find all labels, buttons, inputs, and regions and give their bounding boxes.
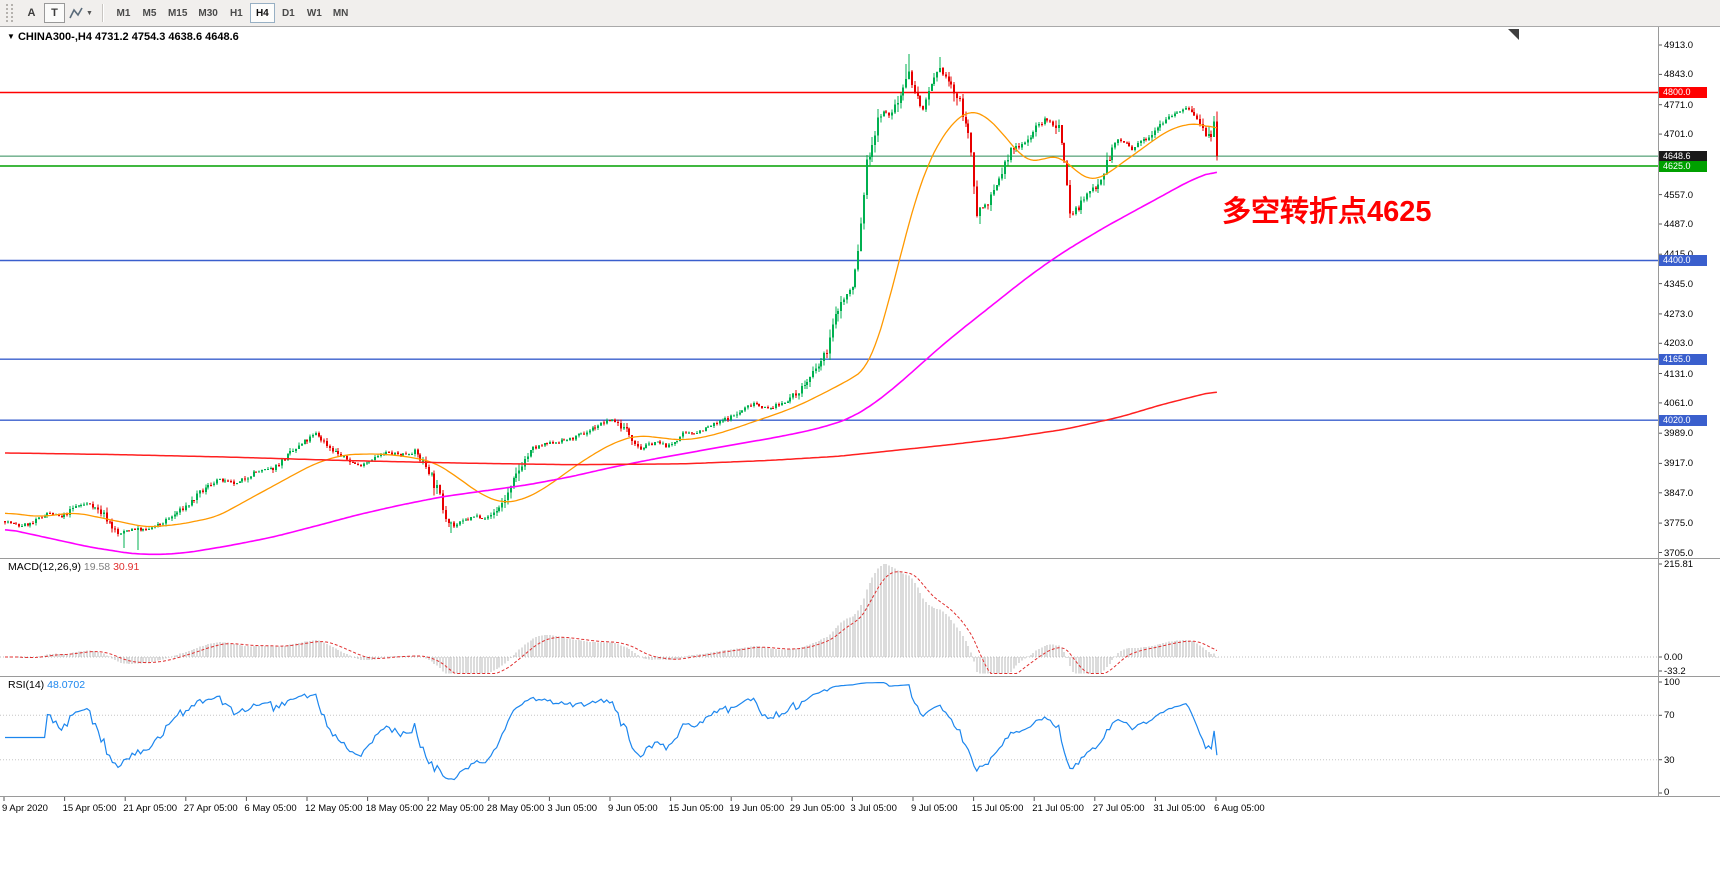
chart-title: ▼ CHINA300-,H4 4731.2 4754.3 4638.6 4648… (7, 31, 239, 43)
price-tick-label: 4415.0 (1664, 249, 1693, 260)
price-tick-label: 3705.0 (1664, 547, 1694, 559)
time-axis-label: 15 Jun 05:00 (668, 803, 724, 814)
time-axis-label: 21 Jul 05:00 (1032, 803, 1084, 814)
macd-axis-label: 0.00 (1664, 652, 1683, 663)
time-axis-label: 18 May 05:00 (365, 803, 424, 814)
timeframe-button-w1[interactable]: W1 (302, 3, 327, 23)
rsi-axis-label: 0 (1664, 787, 1670, 798)
price-tick-label: 3989.0 (1664, 428, 1694, 440)
rsi-name: RSI(14) (8, 679, 45, 691)
price-tick-label: 4843.0 (1664, 69, 1694, 81)
time-axis-label: 15 Jul 05:00 (971, 803, 1024, 814)
timeframe-button-mn[interactable]: MN (328, 3, 354, 23)
macd-main-value: 19.58 (83, 561, 111, 573)
toolbar: A T ▼ M1 M5 M15 M30 H1 H4 D1 W1 MN (0, 0, 1720, 27)
price-tick-label: 4487.0 (1664, 219, 1694, 230)
toolbar-grip[interactable] (6, 4, 13, 22)
time-axis-label: 29 Jun 05:00 (789, 803, 845, 814)
price-level-badge: 4165.0 (1659, 353, 1707, 365)
price-tick-label: 3775.0 (1664, 518, 1694, 530)
price-tick-label: 4557.0 (1664, 189, 1694, 201)
time-axis-label: 9 Apr 2020 (2, 803, 48, 814)
panel-separator-macd[interactable] (0, 558, 1720, 559)
timeframe-button-m1[interactable]: M1 (111, 3, 136, 23)
toolbar-separator (101, 4, 103, 22)
time-axis-label: 19 Jun 05:00 (729, 803, 785, 814)
time-axis-label: 6 May 05:00 (244, 803, 297, 814)
price-level-badge: 4800.0 (1659, 87, 1707, 98)
price-tick-label: 4913.0 (1664, 40, 1694, 51)
price-level-badge: 4020.0 (1659, 414, 1707, 426)
symbol-dropdown-icon[interactable]: ▼ (7, 32, 15, 41)
price-tick-label: 4203.0 (1664, 338, 1694, 350)
line-studies-button[interactable]: ▼ (67, 3, 94, 23)
timeframe-button-m30[interactable]: M30 (193, 3, 222, 23)
timeframe-button-h1[interactable]: H1 (224, 3, 249, 23)
price-level-badge: 4400.0 (1659, 255, 1707, 266)
text-tool-button[interactable]: T (44, 3, 65, 23)
time-axis-label: 27 Apr 05:00 (183, 803, 238, 814)
chart-ohlc-values: 4731.2 4754.3 4638.6 4648.6 (95, 31, 239, 43)
price-scale-border (1658, 27, 1659, 796)
price-tick-label: 4771.0 (1664, 99, 1694, 111)
macd-axis-label: -33.2 (1664, 666, 1686, 677)
text-label-tool-button[interactable]: A (21, 3, 42, 23)
rsi-indicator-label: RSI(14) 48.0702 (8, 679, 85, 691)
time-axis-label: 15 Apr 05:00 (62, 803, 117, 814)
price-tick-label: 4131.0 (1664, 368, 1694, 380)
macd-indicator-label: MACD(12,26,9) 19.58 30.91 (8, 561, 139, 573)
rsi-axis-label: 30 (1664, 755, 1675, 766)
line-studies-icon (69, 7, 83, 19)
time-axis-label: 3 Jun 05:00 (547, 803, 598, 814)
time-axis-label: 9 Jun 05:00 (608, 803, 658, 814)
chart-shift-marker[interactable] (1508, 29, 1519, 40)
price-tick-label: 3847.0 (1664, 487, 1694, 499)
time-axis-label: 28 May 05:00 (486, 803, 545, 814)
macd-axis-label: 215.81 (1664, 559, 1694, 570)
time-axis-label: 9 Jul 05:00 (911, 803, 958, 814)
chart-annotation-text[interactable]: 多空转折点4625 (1222, 196, 1432, 228)
timeframe-button-h4[interactable]: H4 (249, 3, 275, 23)
chart-symbol-period: CHINA300-,H4 (17, 31, 92, 43)
time-axis-label: 12 May 05:00 (305, 803, 363, 814)
timeframe-group: M1 M5 M15 M30 H1 H4 D1 W1 MN (111, 3, 353, 23)
macd-name: MACD(12,26,9) (8, 561, 81, 573)
timeframe-button-m15[interactable]: M15 (163, 3, 192, 23)
time-axis-label: 6 Aug 05:00 (1214, 803, 1265, 814)
price-tick-label: 4061.0 (1664, 397, 1694, 409)
time-axis-label: 3 Jul 05:00 (850, 803, 897, 814)
chevron-down-icon: ▼ (86, 9, 93, 17)
price-tick-label: 4345.0 (1664, 278, 1694, 290)
macd-signal-value: 30.91 (113, 561, 140, 573)
price-tick-label: 4701.0 (1664, 129, 1694, 141)
time-axis-label: 22 May 05:00 (426, 803, 484, 814)
time-axis-label: 31 Jul 05:00 (1153, 803, 1206, 814)
rsi-axis-label: 100 (1664, 677, 1680, 688)
timeframe-button-d1[interactable]: D1 (276, 3, 301, 23)
panel-separator-rsi[interactable] (0, 676, 1720, 677)
rsi-value: 48.0702 (47, 679, 86, 691)
price-tick-label: 3917.0 (1664, 458, 1694, 470)
time-axis-separator (0, 796, 1720, 797)
timeframe-button-m5[interactable]: M5 (137, 3, 162, 23)
price-level-badge: 4648.6 (1659, 150, 1707, 162)
rsi-axis-label: 70 (1664, 710, 1675, 721)
price-tick-label: 4273.0 (1664, 308, 1694, 320)
time-axis-label: 27 Jul 05:00 (1092, 803, 1145, 814)
price-level-badge: 4625.0 (1659, 160, 1707, 172)
time-axis-label: 21 Apr 05:00 (123, 803, 178, 814)
